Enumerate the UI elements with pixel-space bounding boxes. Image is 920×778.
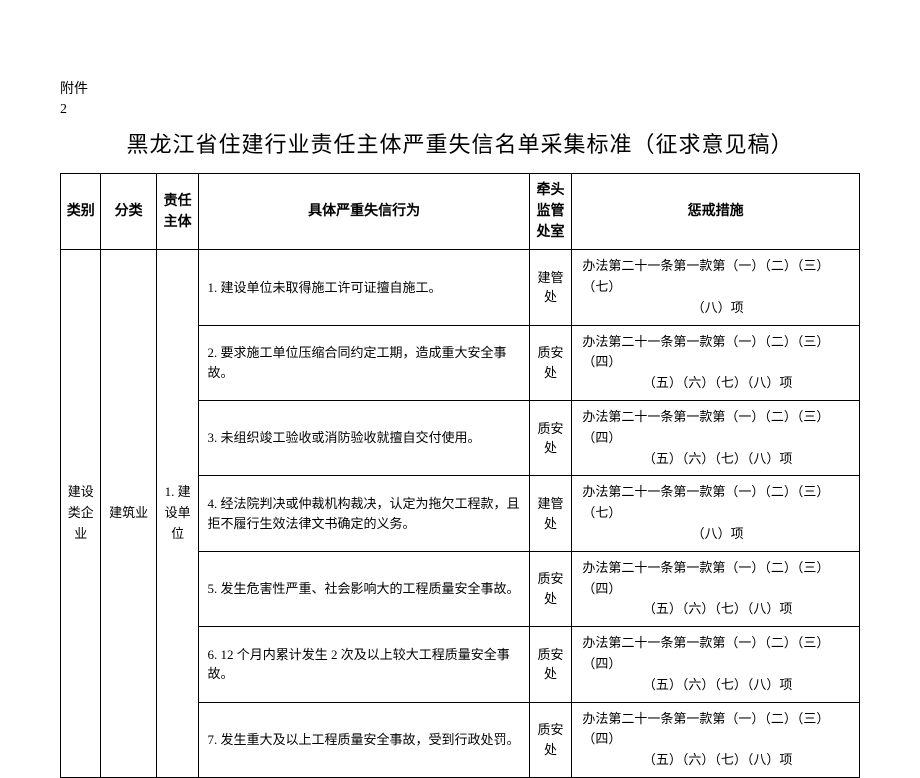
main-table: 类别 分类 责任主体 具体严重失信行为 牵头监管处室 惩戒措施 建设类企业 建筑… <box>60 173 860 778</box>
penalty-line1: 办法第二十一条第一款第（一）（二）（三）（四） <box>582 711 829 747</box>
penalty-line2: （五）（六）（七）（八）项 <box>643 375 793 390</box>
department-cell: 建管处 <box>529 476 572 551</box>
penalty-cell: 办法第二十一条第一款第（一）（二）（三）（七） （八）项 <box>572 250 860 325</box>
penalty-cell: 办法第二十一条第一款第（一）（二）（三）（四） （五）（六）（七）（八）项 <box>572 627 860 702</box>
penalty-line2: （八）项 <box>692 300 744 315</box>
behavior-cell: 4. 经法院判决或仲裁机构裁决，认定为拖欠工程款，且拒不履行生效法律文书确定的义… <box>199 476 529 551</box>
header-row: 类别 分类 责任主体 具体严重失信行为 牵头监管处室 惩戒措施 <box>61 174 860 250</box>
penalty-cell: 办法第二十一条第一款第（一）（二）（三）（七） （八）项 <box>572 476 860 551</box>
header-department: 牵头监管处室 <box>529 174 572 250</box>
penalty-line1: 办法第二十一条第一款第（一）（二）（三）（七） <box>582 484 829 520</box>
subcategory-cell: 建筑业 <box>101 250 156 778</box>
behavior-cell: 6. 12 个月内累计发生 2 次及以上较大工程质量安全事故。 <box>199 627 529 702</box>
department-cell: 建管处 <box>529 250 572 325</box>
department-cell: 质安处 <box>529 551 572 626</box>
penalty-line1: 办法第二十一条第一款第（一）（二）（三）（四） <box>582 334 829 370</box>
header-entity: 责任主体 <box>156 174 199 250</box>
penalty-cell: 办法第二十一条第一款第（一）（二）（三）（四） （五）（六）（七）（八）项 <box>572 702 860 777</box>
entity-cell: 1. 建设单位 <box>156 250 199 778</box>
penalty-line2: （八）项 <box>692 526 744 541</box>
behavior-cell: 7. 发生重大及以上工程质量安全事故，受到行政处罚。 <box>199 702 529 777</box>
penalty-cell: 办法第二十一条第一款第（一）（二）（三）（四） （五）（六）（七）（八）项 <box>572 551 860 626</box>
category-cell: 建设类企业 <box>61 250 101 778</box>
behavior-cell: 3. 未组织竣工验收或消防验收就擅自交付使用。 <box>199 400 529 475</box>
penalty-cell: 办法第二十一条第一款第（一）（二）（三）（四） （五）（六）（七）（八）项 <box>572 400 860 475</box>
behavior-cell: 2. 要求施工单位压缩合同约定工期，造成重大安全事故。 <box>199 325 529 400</box>
attachment-num: 2 <box>60 102 67 117</box>
penalty-line1: 办法第二十一条第一款第（一）（二）（三）（四） <box>582 409 829 445</box>
table-row: 建设类企业 建筑业 1. 建设单位 1. 建设单位未取得施工许可证擅自施工。 建… <box>61 250 860 325</box>
behavior-cell: 1. 建设单位未取得施工许可证擅自施工。 <box>199 250 529 325</box>
penalty-line2: （五）（六）（七）（八）项 <box>643 451 793 466</box>
department-cell: 质安处 <box>529 325 572 400</box>
attachment-label: 附件 2 <box>60 80 860 119</box>
department-cell: 质安处 <box>529 702 572 777</box>
penalty-line2: （五）（六）（七）（八）项 <box>643 752 793 767</box>
department-cell: 质安处 <box>529 400 572 475</box>
header-category: 类别 <box>61 174 101 250</box>
penalty-line1: 办法第二十一条第一款第（一）（二）（三）（四） <box>582 635 829 671</box>
behavior-cell: 5. 发生危害性严重、社会影响大的工程质量安全事故。 <box>199 551 529 626</box>
penalty-line2: （五）（六）（七）（八）项 <box>643 677 793 692</box>
penalty-cell: 办法第二十一条第一款第（一）（二）（三）（四） （五）（六）（七）（八）项 <box>572 325 860 400</box>
attachment-text: 附件 <box>60 82 88 97</box>
header-penalty: 惩戒措施 <box>572 174 860 250</box>
page-title: 黑龙江省住建行业责任主体严重失信名单采集标准（征求意见稿） <box>60 127 860 159</box>
penalty-line1: 办法第二十一条第一款第（一）（二）（三）（七） <box>582 258 829 294</box>
department-cell: 质安处 <box>529 627 572 702</box>
header-subcategory: 分类 <box>101 174 156 250</box>
penalty-line2: （五）（六）（七）（八）项 <box>643 601 793 616</box>
penalty-line1: 办法第二十一条第一款第（一）（二）（三）（四） <box>582 560 829 596</box>
header-behavior: 具体严重失信行为 <box>199 174 529 250</box>
